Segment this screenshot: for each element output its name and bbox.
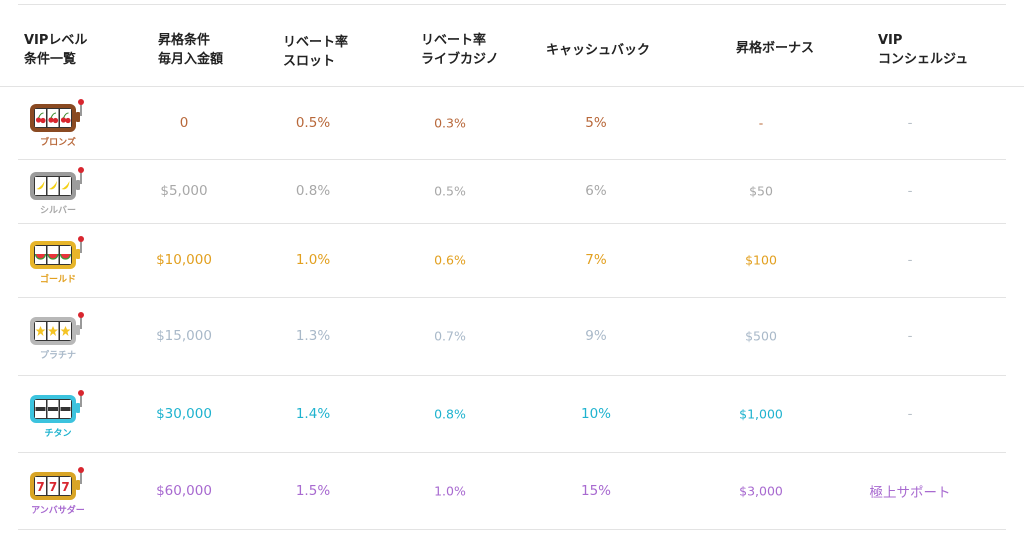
live-value: 0.5% [434,183,466,199]
concierge-value: - [907,115,913,131]
table-top-divider [18,4,1006,5]
level-name: シルバー [39,206,76,216]
bonus-value: $500 [745,328,777,344]
bonus-value: - [758,115,764,131]
concierge-value: - [907,183,913,199]
concierge-value: 極上サポート [869,484,951,501]
bar-slot-icon: チタン [26,389,90,439]
bonus-value: $3,000 [739,483,783,498]
cashback-value: 6% [585,183,607,199]
bonus-value: $50 [749,183,773,199]
table-row: チタン $30,000 1.4% 0.8% 10% $1,000 - [18,375,1006,453]
concierge-value: - [907,328,913,344]
level-name: チタン [44,428,72,439]
svg-text:7: 7 [36,480,44,494]
table-header: VIPレベル 条件一覧 昇格条件 毎月入金額 リベート率 スロット リベート率 … [0,6,1024,87]
cherry-slot-icon: ブロンズ [26,98,90,148]
deposit-value: $5,000 [160,183,208,199]
cashback-value: 15% [580,482,611,499]
table-row: ゴールド $10,000 1.0% 0.6% 7% $100 - [18,223,1006,298]
cashback-value: 10% [580,405,611,422]
header-cashback: キャッシュバック [546,43,651,58]
deposit-value: 0 [179,115,189,131]
cashback-value: 5% [585,115,607,131]
header-vip-level: VIPレベル 条件一覧 [24,33,88,67]
table-row: シルバー $5,000 0.8% 0.5% 6% $50 - [18,159,1006,224]
deposit-value: $10,000 [156,252,212,268]
slot-value: 1.5% [295,482,331,499]
live-value: 0.7% [434,328,466,344]
level-name: アンバサダー [31,505,85,516]
deposit-value: $30,000 [156,405,212,422]
live-value: 0.3% [434,115,466,131]
svg-text:7: 7 [61,480,69,494]
concierge-value: - [907,252,913,268]
bonus-value: $1,000 [739,406,783,421]
table-row: ブロンズ 0 0.5% 0.3% 5% - - [18,87,1006,160]
level-name: プラチナ [39,351,76,361]
table-row: プラチナ $15,000 1.3% 0.7% 9% $500 - [18,297,1006,376]
cashback-value: 7% [585,252,607,268]
level-name: ブロンズ [40,138,76,148]
cashback-value: 9% [585,328,607,344]
slot-value: 0.8% [295,183,331,199]
banana-slot-icon: シルバー [26,166,90,216]
slot-value: 1.3% [295,328,331,344]
header-deposit: 昇格条件 毎月入金額 [158,33,224,67]
header-rebate-slot: リベート率 スロット [283,35,349,69]
live-value: 0.8% [434,406,466,421]
deposit-value: $15,000 [156,328,212,344]
bonus-value: $100 [745,252,777,268]
live-value: 0.6% [434,252,466,268]
header-bonus: 昇格ボーナス [736,41,815,56]
slot-value: 1.0% [295,252,331,268]
concierge-value: - [907,405,913,422]
level-name: ゴールド [39,275,76,285]
deposit-value: $60,000 [156,482,212,499]
live-value: 1.0% [434,483,466,498]
header-concierge: VIP コンシェルジュ [878,33,969,67]
svg-text:7: 7 [49,480,57,494]
header-rebate-live: リベート率 ライブカジノ [421,33,499,67]
star-slot-icon: プラチナ [26,311,90,361]
watermelon-slot-icon: ゴールド [26,235,90,285]
slot-value: 1.4% [295,405,331,422]
slot-value: 0.5% [295,115,331,131]
